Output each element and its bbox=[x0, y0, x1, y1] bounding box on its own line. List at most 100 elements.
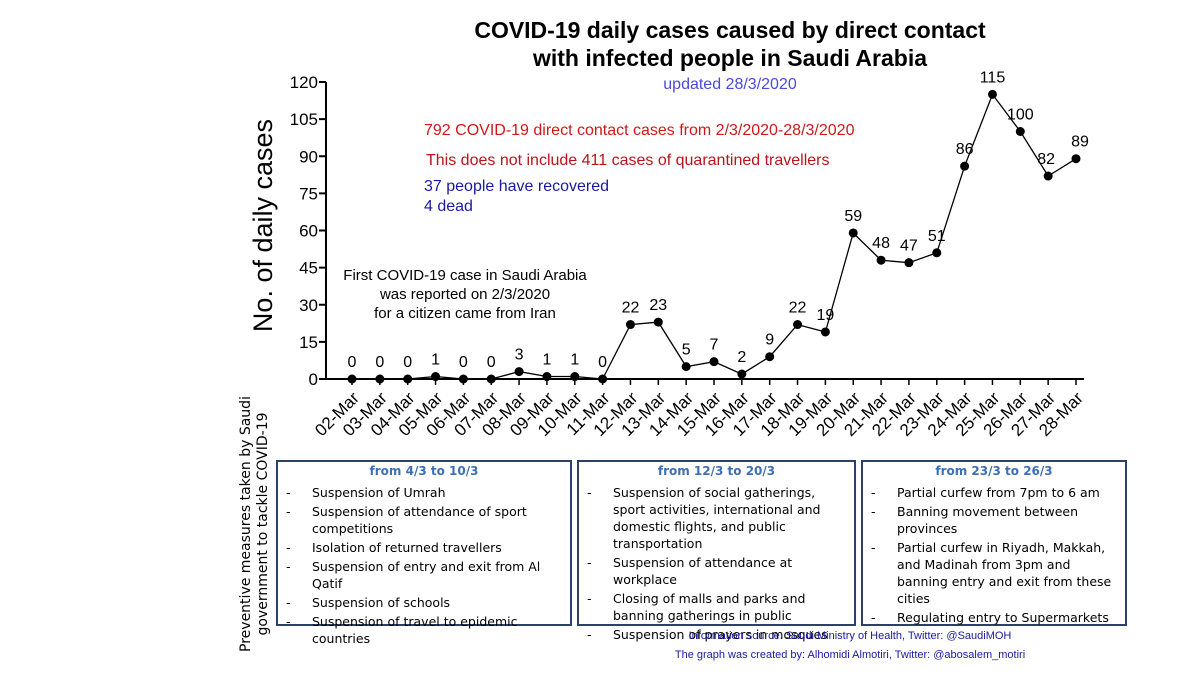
data-label: 0 bbox=[459, 354, 468, 371]
measure-item: Partial curfew from 7pm to 6 am bbox=[869, 484, 1119, 501]
data-point bbox=[375, 374, 385, 384]
data-label: 2 bbox=[737, 349, 746, 366]
data-point bbox=[458, 374, 468, 384]
measures-box-3-heading: from 23/3 to 26/3 bbox=[935, 464, 1053, 478]
data-point bbox=[904, 258, 914, 268]
data-label: 9 bbox=[765, 332, 774, 349]
data-point bbox=[347, 374, 357, 384]
data-point bbox=[737, 369, 747, 379]
data-label: 82 bbox=[1037, 151, 1055, 168]
data-label: 3 bbox=[515, 347, 524, 364]
data-label: 1 bbox=[570, 352, 579, 369]
data-point bbox=[431, 372, 441, 382]
y-tick-label: 105 bbox=[290, 110, 318, 129]
line-chart: 015304560759010512002-Mar03-Mar04-Mar05-… bbox=[248, 69, 1089, 440]
recovered-note: 37 people have recovered bbox=[424, 178, 610, 195]
measure-item: Regulating entry to Supermarkets bbox=[869, 609, 1119, 626]
data-label: 51 bbox=[928, 228, 946, 245]
measures-box-2-heading: from 12/3 to 20/3 bbox=[657, 464, 776, 478]
data-label: 0 bbox=[375, 354, 384, 371]
data-label: 1 bbox=[431, 352, 440, 369]
y-axis-label: No. of daily cases bbox=[248, 119, 278, 332]
y-tick-label: 90 bbox=[299, 147, 318, 166]
measures-box-1: from 4/3 to 10/3 Suspension of Umrah Sus… bbox=[276, 460, 572, 646]
y-tick-label: 15 bbox=[299, 333, 318, 352]
measures-box-3: from 23/3 to 26/3 Partial curfew from 7p… bbox=[861, 460, 1127, 626]
data-point bbox=[403, 374, 413, 384]
measure-item: Banning movement between provinces bbox=[869, 503, 1119, 537]
data-point bbox=[820, 327, 830, 337]
data-point bbox=[960, 161, 970, 171]
updated-date: updated 28/3/2020 bbox=[663, 76, 797, 93]
data-label: 48 bbox=[872, 235, 890, 252]
author-credit: The graph was created by: Alhomidi Almot… bbox=[674, 649, 1026, 661]
data-point bbox=[681, 362, 691, 372]
data-point bbox=[876, 255, 886, 265]
measures-box-1-heading: from 4/3 to 10/3 bbox=[369, 464, 479, 478]
excluded-cases-note: This does not include 411 cases of quara… bbox=[426, 152, 830, 169]
data-point bbox=[570, 372, 580, 382]
measure-item: Suspension of travel to epidemic countri… bbox=[284, 613, 564, 647]
total-cases-note: 792 COVID-19 direct contact cases from 2… bbox=[424, 122, 855, 139]
data-point bbox=[653, 317, 663, 327]
data-point bbox=[486, 374, 496, 384]
data-label: 0 bbox=[403, 354, 412, 371]
data-point bbox=[1071, 154, 1081, 164]
measure-item: Suspension of prayers in mosques bbox=[585, 626, 848, 643]
data-point bbox=[514, 367, 524, 377]
source-credit: Information source: Saudi Ministry of He… bbox=[688, 630, 1012, 642]
data-point bbox=[542, 372, 552, 382]
chart-title: COVID-19 daily cases caused by direct co… bbox=[380, 16, 1080, 72]
first-case-line-1: First COVID-19 case in Saudi Arabia bbox=[343, 267, 587, 284]
measure-item: Suspension of Umrah bbox=[284, 484, 564, 501]
data-point bbox=[1015, 127, 1025, 136]
measure-item: Isolation of returned travellers bbox=[284, 539, 564, 556]
data-point bbox=[1043, 171, 1053, 181]
measure-item: Suspension of attendance at workplace bbox=[585, 554, 848, 588]
data-label: 59 bbox=[844, 208, 862, 225]
measure-item: Suspension of attendance of sport compet… bbox=[284, 503, 564, 537]
data-point bbox=[987, 89, 997, 99]
chart-title-line-1: COVID-19 daily cases caused by direct co… bbox=[474, 17, 986, 43]
y-tick-label: 0 bbox=[309, 370, 318, 389]
y-tick-label: 45 bbox=[299, 259, 318, 278]
data-label: 5 bbox=[682, 342, 691, 359]
data-point bbox=[765, 352, 775, 362]
dead-note: 4 dead bbox=[424, 198, 473, 215]
data-label: 115 bbox=[980, 69, 1006, 86]
data-label: 0 bbox=[348, 354, 357, 371]
data-label: 22 bbox=[622, 300, 640, 317]
data-label: 22 bbox=[789, 300, 807, 317]
measure-item: Partial curfew in Riyadh, Makkah, and Ma… bbox=[869, 539, 1119, 607]
data-label: 89 bbox=[1071, 134, 1089, 151]
y-tick-label: 30 bbox=[299, 296, 318, 315]
data-point bbox=[848, 228, 858, 238]
measure-item: Closing of malls and parks and banning g… bbox=[585, 590, 848, 624]
data-point bbox=[793, 320, 803, 330]
measures-box-1-list: Suspension of Umrah Suspension of attend… bbox=[284, 484, 564, 647]
measure-item: Suspension of social gatherings, sport a… bbox=[585, 484, 848, 552]
data-label: 7 bbox=[710, 337, 719, 354]
measures-box-3-list: Partial curfew from 7pm to 6 am Banning … bbox=[869, 484, 1119, 626]
data-label: 100 bbox=[1007, 107, 1034, 124]
data-point bbox=[625, 320, 635, 330]
data-label: 19 bbox=[816, 307, 834, 324]
data-label: 0 bbox=[487, 354, 496, 371]
y-tick-label: 75 bbox=[299, 184, 318, 203]
first-case-line-2: was reported on 2/3/2020 bbox=[379, 286, 551, 303]
data-point bbox=[598, 374, 608, 384]
measures-label-line-1: Preventive measures taken by Saudi bbox=[238, 396, 254, 652]
measures-box-2: from 12/3 to 20/3 Suspension of social g… bbox=[577, 460, 856, 643]
measure-item: Suspension of entry and exit from Al Qat… bbox=[284, 558, 564, 592]
data-label: 86 bbox=[956, 141, 974, 158]
data-label: 1 bbox=[542, 352, 551, 369]
measure-item: Suspension of schools bbox=[284, 594, 564, 611]
data-point bbox=[932, 248, 942, 258]
data-label: 0 bbox=[598, 354, 607, 371]
first-case-note: First COVID-19 case in Saudi Arabia was … bbox=[330, 266, 600, 323]
measures-label-line-2: government to tackle COVID-19 bbox=[255, 412, 271, 636]
data-label: 47 bbox=[900, 238, 918, 255]
chart-title-line-2: with infected people in Saudi Arabia bbox=[532, 45, 928, 71]
y-tick-label: 60 bbox=[299, 222, 318, 241]
first-case-line-3: for a citizen came from Iran bbox=[374, 305, 556, 322]
